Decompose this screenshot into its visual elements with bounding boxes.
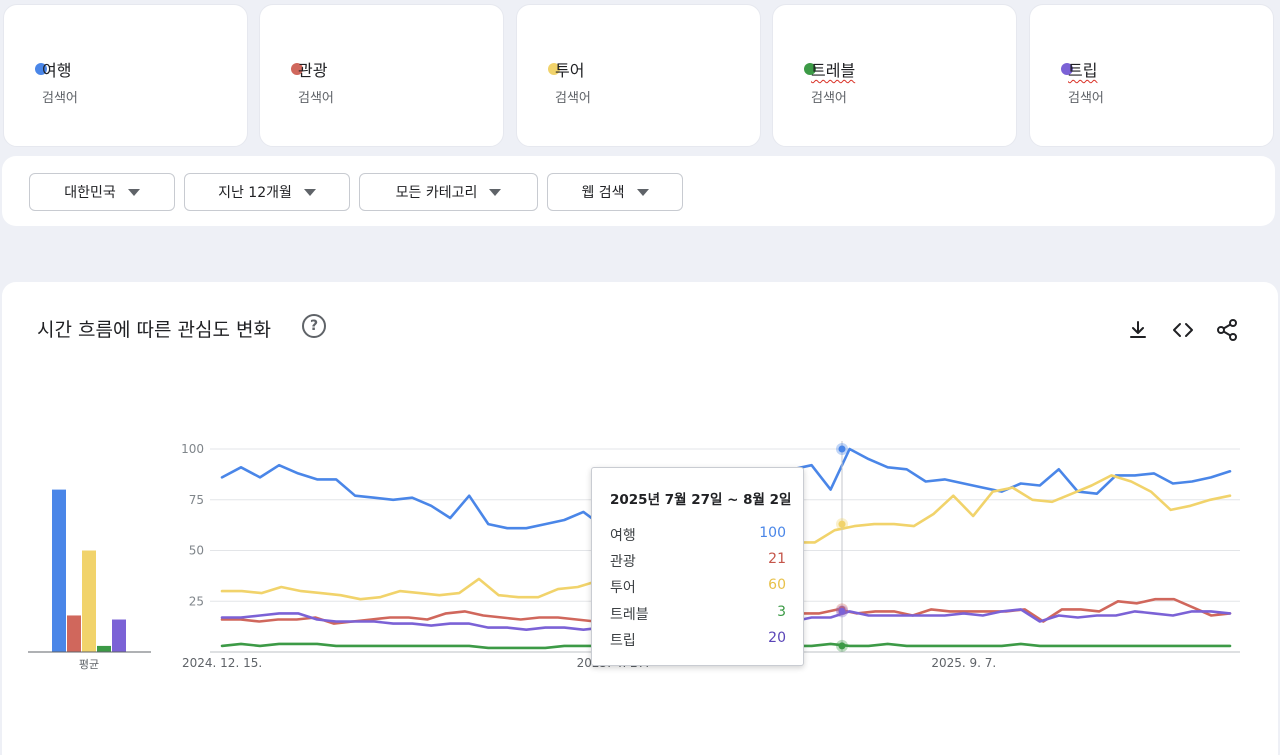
term-name: 투어 [555,61,585,80]
share-icon[interactable] [1215,318,1239,342]
data-tooltip: 2025년 7월 27일 ~ 8월 2일 여행 100 관광 21 투어 60 … [591,467,804,666]
y-tick-label: 50 [189,544,204,558]
term-card-5[interactable]: 트립 검색어 [1029,4,1274,147]
y-tick-label: 75 [189,493,204,507]
hover-point-1 [838,445,846,453]
x-tick-label: 2025. 9. 7. [931,656,996,670]
term-name: 관광 [298,61,328,80]
term-name: 여행 [42,61,72,80]
y-tick-label: 100 [181,442,204,456]
period-dropdown[interactable]: 지난 12개월 [184,173,350,211]
term-type-label: 검색어 [298,91,334,106]
term-type-label: 검색어 [1068,91,1104,106]
term-name: 트레블 [811,61,856,80]
term-card-1[interactable]: 여행 검색어 [3,4,248,147]
tooltip-row-value: 21 [768,551,786,567]
term-type-label: 검색어 [42,91,78,106]
tooltip-row-value: 20 [768,630,786,646]
tooltip-row-value: 100 [759,525,786,541]
x-tick-label: 2024. 12. 15. [182,656,262,670]
hover-point-4 [838,642,846,650]
tooltip-row-label: 트레블 [610,607,649,623]
term-color-dot [291,63,303,75]
help-icon[interactable]: ? [302,314,326,338]
region-dropdown[interactable]: 대한민국 [29,173,175,211]
term-card-2[interactable]: 관광 검색어 [259,4,504,147]
section-title: 시간 흐름에 따른 관심도 변화 [37,319,271,341]
caret-down-icon [303,188,316,196]
tooltip-row: 관광 21 [610,551,786,571]
period-value: 지난 12개월 [218,185,292,201]
tooltip-row: 여행 100 [610,525,786,545]
y-tick-label: 25 [189,594,204,608]
avg-bar-4 [97,645,111,652]
tooltip-row-value: 60 [768,577,786,593]
tooltip-row-label: 투어 [610,580,636,596]
avg-label: 평균 [79,658,99,671]
category-value: 모든 카테고리 [395,185,478,201]
avg-bar-1 [52,489,66,652]
embed-code-icon[interactable] [1171,318,1195,342]
caret-down-icon [489,188,502,196]
tooltip-row: 투어 60 [610,577,786,597]
category-dropdown[interactable]: 모든 카테고리 [359,173,538,211]
caret-down-icon [127,188,140,196]
term-card-3[interactable]: 투어 검색어 [516,4,761,147]
tooltip-row: 트립 20 [610,630,786,650]
hover-point-3 [838,520,846,528]
search-type-dropdown[interactable]: 웹 검색 [547,173,683,211]
term-name: 트립 [1068,61,1098,80]
avg-bar-5 [112,619,126,652]
term-type-label: 검색어 [555,91,591,106]
term-color-dot [548,63,560,75]
term-color-dot [35,63,47,75]
region-value: 대한민국 [64,185,116,201]
term-color-dot [1061,63,1073,75]
tooltip-row-label: 관광 [610,554,636,570]
term-type-label: 검색어 [811,91,847,106]
search-type-value: 웹 검색 [581,185,625,201]
avg-bar-3 [82,550,96,652]
avg-bar-2 [67,615,81,652]
tooltip-row-label: 여행 [610,528,636,544]
term-card-4[interactable]: 트레블 검색어 [772,4,1017,147]
tooltip-row-label: 트립 [610,633,636,649]
download-icon[interactable] [1126,318,1150,342]
tooltip-row: 트레블 3 [610,604,786,624]
tooltip-date: 2025년 7월 27일 ~ 8월 2일 [610,492,792,508]
filter-panel: 대한민국 지난 12개월 모든 카테고리 웹 검색 [2,156,1275,226]
caret-down-icon [636,188,649,196]
hover-point-5 [838,607,846,615]
tooltip-row-value: 3 [777,604,786,620]
term-color-dot [804,63,816,75]
